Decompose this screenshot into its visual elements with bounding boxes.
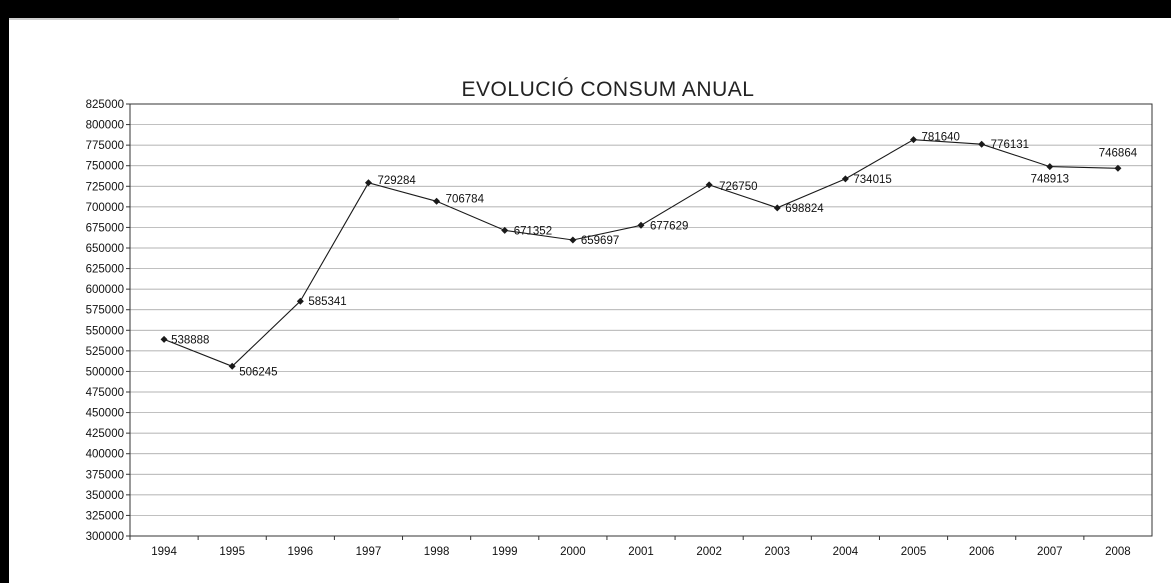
data-point-2008 (1114, 164, 1122, 172)
data-label-1994: 538888 (171, 334, 209, 346)
ytick-label-525000: 525000 (86, 346, 124, 358)
data-point-1996 (296, 297, 304, 305)
ytick-label-700000: 700000 (86, 202, 124, 214)
chart-title: EVOLUCIÓ CONSUM ANUAL (462, 78, 755, 101)
xtick-label-2000: 2000 (560, 546, 586, 558)
xtick-label-1995: 1995 (219, 546, 245, 558)
ytick-label-400000: 400000 (86, 449, 124, 461)
ytick-label-550000: 550000 (86, 325, 124, 337)
xtick-label-1998: 1998 (424, 546, 450, 558)
data-point-1998 (433, 197, 441, 205)
ytick-label-375000: 375000 (86, 469, 124, 481)
data-label-2001: 677629 (650, 220, 688, 232)
ytick-label-775000: 775000 (86, 140, 124, 152)
data-label-1995: 506245 (239, 366, 277, 378)
data-point-1995 (228, 362, 236, 370)
ytick-label-650000: 650000 (86, 243, 124, 255)
data-label-2003: 698824 (785, 203, 824, 215)
ytick-label-575000: 575000 (86, 305, 124, 317)
data-point-1994 (160, 335, 168, 343)
data-label-1999: 671352 (514, 225, 552, 237)
data-point-2001 (637, 221, 645, 229)
xtick-label-2003: 2003 (764, 546, 790, 558)
ytick-label-800000: 800000 (86, 120, 124, 132)
xtick-label-1999: 1999 (492, 546, 518, 558)
ytick-label-600000: 600000 (86, 284, 124, 296)
xtick-label-2004: 2004 (833, 546, 859, 558)
scan-border-left (0, 0, 9, 583)
data-label-1996: 585341 (308, 296, 346, 308)
xtick-label-1997: 1997 (356, 546, 382, 558)
scan-border-top (0, 0, 1171, 18)
data-point-2007 (1046, 163, 1054, 171)
ytick-label-675000: 675000 (86, 222, 124, 234)
data-labels: 538888 506245 585341 729284 706784 671352 6596… (171, 132, 1138, 379)
data-label-1998: 706784 (446, 193, 485, 205)
data-point-2003 (773, 204, 781, 212)
ytick-label-350000: 350000 (86, 490, 124, 502)
data-point-2006 (978, 140, 986, 148)
data-markers (160, 136, 1122, 370)
ytick-label-725000: 725000 (86, 181, 124, 193)
ytick-label-325000: 325000 (86, 510, 124, 522)
y-axis-ticks: 300000 325000 350000 375000 400000 425000 4500… (86, 99, 124, 543)
ytick-label-500000: 500000 (86, 366, 124, 378)
data-label-2004: 734015 (853, 174, 891, 186)
data-point-1999 (501, 226, 509, 234)
ytick-label-450000: 450000 (86, 408, 124, 420)
data-point-2000 (569, 236, 577, 244)
xtick-label-2002: 2002 (696, 546, 722, 558)
xtick-label-2006: 2006 (969, 546, 995, 558)
data-point-2004 (841, 175, 849, 183)
data-point-2002 (705, 181, 713, 189)
ytick-label-625000: 625000 (86, 264, 124, 276)
data-label-2000: 659697 (581, 235, 619, 247)
ytick-label-750000: 750000 (86, 161, 124, 173)
x-axis-ticks: 1994 1995 1996 1997 1998 1999 2000 2001 2002 2003… (129, 536, 1131, 558)
xtick-label-2005: 2005 (901, 546, 927, 558)
ytick-label-825000: 825000 (86, 99, 124, 111)
xtick-label-2001: 2001 (628, 546, 654, 558)
data-point-1997 (364, 179, 372, 187)
ytick-label-300000: 300000 (86, 531, 124, 543)
ytick-label-475000: 475000 (86, 387, 124, 399)
data-label-2005: 781640 (922, 132, 960, 144)
data-label-2006: 776131 (991, 139, 1029, 151)
xtick-label-1994: 1994 (151, 546, 177, 558)
data-label-2008: 746864 (1099, 147, 1138, 159)
xtick-label-2007: 2007 (1037, 546, 1063, 558)
data-label-2002: 726750 (719, 181, 757, 193)
xtick-label-2008: 2008 (1105, 546, 1131, 558)
xtick-label-1996: 1996 (288, 546, 314, 558)
ytick-label-425000: 425000 (86, 428, 124, 440)
scan-edge-shadow (9, 18, 399, 20)
series-line (163, 139, 1118, 367)
data-label-1997: 729284 (377, 175, 416, 187)
plot-area-frame (129, 103, 1153, 537)
data-label-2007: 748913 (1031, 174, 1069, 186)
data-point-2005 (910, 136, 918, 144)
